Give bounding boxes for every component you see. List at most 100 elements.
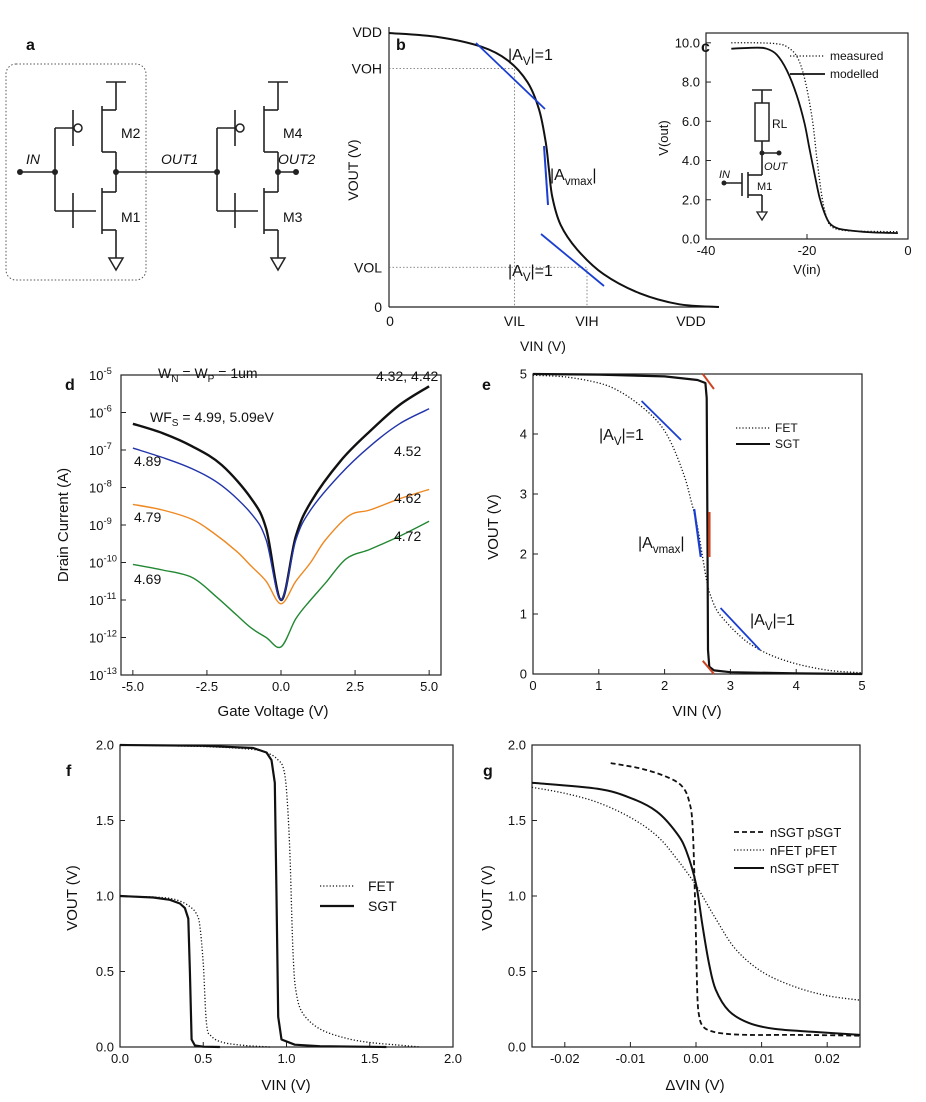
y-tick-label: 0	[374, 299, 382, 315]
y-tick-label: 10-12	[89, 629, 117, 646]
y-tick-label: 0.5	[96, 964, 114, 979]
x-tick-label: 0	[386, 313, 394, 329]
y-axis-label: VOUT (V)	[345, 139, 361, 200]
series-nSGT-pSGT	[610, 762, 861, 1037]
annotation-av1-bottom: |AV|=1	[508, 263, 553, 284]
x-tick-label: VIH	[575, 313, 598, 329]
guide-voh-vil	[389, 68, 515, 307]
panel-letter-e: e	[482, 377, 491, 394]
transistor-label: M2	[121, 125, 141, 141]
legend-label-1: nFET pFET	[770, 843, 837, 858]
transistor-label: M4	[283, 125, 303, 141]
inset-label-rl: RL	[772, 117, 788, 131]
x-tick-label: 1.0	[277, 1051, 295, 1066]
annotation-avmax: |Avmax|	[638, 535, 685, 556]
inset-label-m1: M1	[757, 181, 772, 193]
legend-label-modelled: modelled	[830, 67, 879, 81]
out2-label: OUT2	[278, 151, 316, 167]
guide-vol-vih	[389, 266, 588, 307]
inset-in-terminal	[721, 180, 727, 186]
legend-label-measured: measured	[830, 49, 883, 63]
y-axis-label: VOUT (V)	[64, 865, 81, 931]
series-4.79/4.62	[132, 488, 430, 605]
y-tick-label: 5	[520, 367, 527, 382]
series-4.69/4.72	[132, 520, 430, 649]
junction-dot	[214, 169, 220, 175]
annotation-av1-bottom: |AV|=1	[750, 612, 795, 633]
ground-symbol	[107, 257, 125, 272]
ground-symbol	[269, 257, 287, 272]
y-tick-label: 1.0	[508, 889, 526, 904]
y-tick-label: VDD	[352, 24, 382, 40]
x-tick-label: 0.0	[111, 1051, 129, 1066]
pmos-bubble	[73, 123, 83, 133]
y-tick-label: 6.0	[682, 114, 700, 129]
tangent-sgt-top	[701, 373, 715, 390]
y-tick-label: 10-10	[89, 554, 117, 571]
legend-label-fet: FET	[775, 421, 798, 435]
series-right-label: 4.62	[394, 490, 421, 506]
annotation-av1-top: |AV|=1	[508, 47, 553, 68]
vtc-curve	[388, 32, 720, 308]
in-terminal	[17, 169, 23, 175]
y-tick-label: 2.0	[682, 192, 700, 207]
plot-frame-f	[119, 744, 454, 1048]
series-4.89/4.52	[132, 408, 430, 601]
tangent-av1-bottom	[540, 233, 605, 287]
x-axis-label: VIN (V)	[672, 703, 721, 720]
x-tick-label: -0.02	[550, 1051, 580, 1066]
series-right-label: 4.32, 4.42	[376, 368, 438, 384]
panel-letter-f: f	[66, 763, 72, 780]
y-axis-label: VOUT (V)	[479, 865, 496, 931]
out2-terminal	[293, 169, 299, 175]
x-tick-label: VIL	[504, 313, 525, 329]
y-tick-label: 1.5	[96, 813, 114, 828]
y-tick-label: 2.0	[508, 738, 526, 753]
x-tick-label: 0.02	[815, 1051, 840, 1066]
annotation-avmax: |Avmax|	[550, 167, 597, 188]
x-tick-label: 0	[529, 678, 536, 693]
transistor-label: M3	[283, 209, 303, 225]
wf-label: WFS = 4.99, 5.09eV	[150, 409, 275, 429]
x-tick-label: 0.5	[194, 1051, 212, 1066]
inset-label-in: IN	[719, 169, 730, 181]
x-tick-label: 0.01	[749, 1051, 774, 1066]
series-left-label: 4.69	[134, 571, 161, 587]
y-axis-label: Drain Current (A)	[55, 468, 72, 582]
y-tick-label: 10-13	[89, 666, 117, 683]
x-tick-label: 0	[904, 243, 911, 258]
x-tick-label: 2	[661, 678, 668, 693]
y-tick-label: 8.0	[682, 75, 700, 90]
y-axis-label: VOUT (V)	[485, 494, 502, 560]
series-SGT-3	[119, 894, 220, 1049]
legend-label-fet: FET	[368, 878, 395, 894]
y-tick-label: 1	[520, 607, 527, 622]
panel-letter-g: g	[483, 763, 493, 780]
panel-letter-b: b	[396, 37, 406, 54]
annotation-av1-top: |AV|=1	[599, 427, 644, 448]
x-tick-label: -5.0	[122, 679, 144, 694]
x-tick-label: 4	[793, 678, 800, 693]
junction-dot	[52, 169, 58, 175]
y-tick-label: 0	[520, 667, 527, 682]
y-tick-label: 1.0	[96, 889, 114, 904]
x-tick-label: 1.5	[361, 1051, 379, 1066]
inverter-box	[5, 63, 147, 281]
series-SGT-1	[119, 743, 387, 1049]
y-tick-label: 2.0	[96, 738, 114, 753]
in-label: IN	[26, 151, 41, 167]
legend-label-2: nSGT pFET	[770, 861, 839, 876]
tangent-fet-av1-bottom	[719, 607, 761, 651]
series-SGT	[532, 372, 863, 676]
series-FET	[532, 374, 863, 674]
y-tick-label: 0.0	[96, 1040, 114, 1055]
x-axis-label: ΔVIN (V)	[665, 1077, 724, 1094]
y-tick-label: 10-6	[89, 404, 112, 421]
tangent-fet-avmax	[693, 508, 702, 558]
x-tick-label: -2.5	[196, 679, 218, 694]
out1-label: OUT1	[161, 151, 198, 167]
y-tick-label: 4	[520, 427, 527, 442]
inset-out-terminal	[776, 150, 782, 156]
inset-label-out: OUT	[764, 161, 789, 173]
y-tick-label: 2	[520, 547, 527, 562]
